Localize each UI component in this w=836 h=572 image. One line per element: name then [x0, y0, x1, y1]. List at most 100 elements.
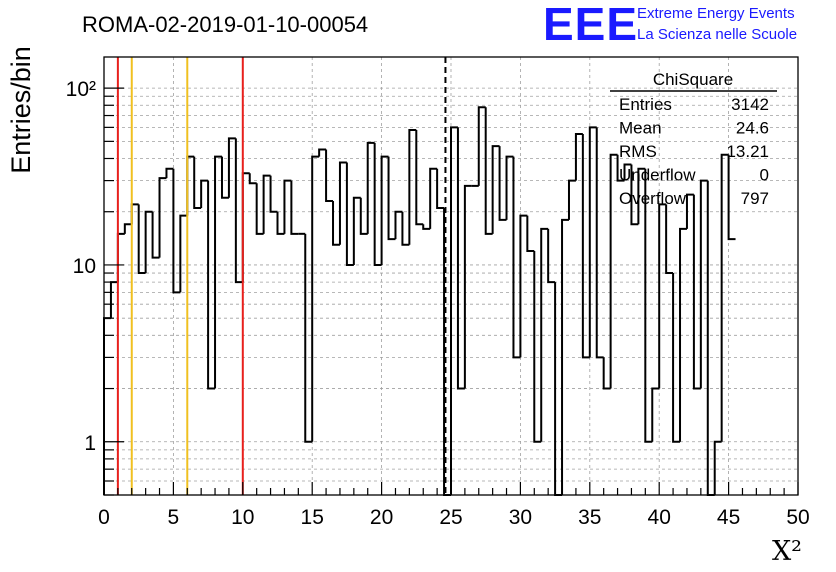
histogram-bin [311, 155, 320, 442]
histogram-bin [158, 177, 167, 258]
histogram-bin [380, 155, 389, 265]
stats-value: 13.21 [726, 142, 769, 161]
histogram-bin [519, 214, 528, 358]
eee-logo: EEE Extreme Energy Events La Scienza nel… [543, 0, 797, 50]
histogram-bin [338, 161, 347, 245]
histogram-bin [144, 210, 153, 274]
histogram-bin [359, 197, 368, 235]
histogram-bin [165, 167, 174, 179]
histogram-bin [567, 179, 576, 220]
x-tick-label: 5 [168, 506, 180, 529]
histogram-bin [602, 357, 611, 390]
logo-line-2: La Scienza nelle Scuole [637, 26, 797, 43]
histogram-bin [109, 281, 118, 319]
histogram-bin [450, 126, 458, 495]
histogram-bin [318, 148, 327, 157]
histogram-bin [436, 168, 445, 209]
histogram-bin [498, 146, 507, 221]
x-tick-label: 40 [648, 506, 671, 529]
histogram-bin [304, 233, 313, 443]
histogram-bin [561, 218, 569, 495]
histogram-bin [283, 179, 292, 234]
histogram-bin [248, 173, 257, 185]
histogram-bin [214, 155, 222, 389]
histogram-bin [130, 203, 139, 225]
histogram-bin [186, 155, 195, 216]
histogram-bin [484, 107, 493, 235]
histogram-bin [679, 227, 687, 442]
stats-label: Entries [619, 95, 672, 114]
histogram-bin [547, 228, 556, 284]
histogram-bin [387, 156, 396, 241]
histogram-bin [651, 387, 660, 442]
histogram-bin [200, 179, 209, 208]
histogram-bin [665, 204, 674, 275]
stats-label: Overflow [619, 189, 687, 208]
x-tick-label: 0 [98, 506, 110, 529]
histogram-bin [616, 154, 625, 182]
histogram-bin [463, 184, 472, 389]
histogram-bin [429, 167, 438, 229]
histogram-bin [540, 227, 549, 442]
histogram-bin [373, 142, 382, 266]
x-tick-label: 10 [231, 506, 254, 529]
histogram-bin [193, 156, 202, 209]
x-tick-label: 35 [578, 506, 601, 529]
marker-lines [116, 57, 447, 495]
x-axis-title: X² [772, 536, 802, 567]
histogram-bin [103, 317, 111, 495]
stats-box: ChiSquare Entries 3142 Mean 24.6 RMS 13.21 Und… [610, 70, 777, 208]
stats-value: 3142 [731, 95, 769, 114]
histogram-bin [526, 215, 535, 252]
histogram-bin [137, 204, 146, 275]
histogram-bin [116, 232, 125, 283]
y-tick-label: 10 [73, 255, 96, 278]
histogram-bin [713, 440, 722, 495]
histogram-bin [422, 224, 431, 230]
histogram-bin [207, 180, 216, 390]
histogram-bin [512, 156, 521, 359]
histogram-bin [588, 126, 597, 358]
histogram-bin [456, 127, 465, 390]
histogram-bin [477, 106, 486, 186]
y-axis-title: Entries/bin [6, 46, 36, 174]
histogram-bin [609, 153, 618, 389]
y-tick-label: 10² [66, 78, 96, 101]
x-tick-label: 30 [509, 506, 532, 529]
logo-letters: EEE [543, 0, 638, 50]
y-tick-label: 1 [84, 432, 96, 455]
histogram-bin [290, 180, 299, 235]
histogram-bin [685, 193, 694, 229]
histogram-bin [332, 200, 340, 246]
histogram-bin [623, 163, 632, 181]
histogram-bin [644, 168, 653, 443]
histogram-bin [595, 127, 604, 359]
stats-label: Underflow [619, 166, 696, 185]
histogram-bin [220, 156, 229, 199]
histogram-bin [699, 179, 708, 389]
histogram-bin [241, 172, 250, 283]
histogram-bin [491, 145, 500, 234]
histogram-bin [533, 250, 542, 443]
histogram-bin [505, 155, 514, 220]
x-tick-label: 25 [439, 506, 462, 529]
x-tick-label: 45 [717, 506, 740, 529]
histogram-bin [415, 129, 424, 226]
histogram-bin [151, 211, 160, 259]
histogram-bin [255, 183, 264, 235]
histogram-bin [269, 175, 278, 213]
stats-label: Mean [619, 119, 662, 138]
histogram-bin [179, 214, 188, 293]
histogram-bin [366, 141, 375, 234]
stats-name: ChiSquare [653, 70, 733, 89]
y-tick-labels: 1 10 10² [66, 78, 96, 455]
histogram-bin [581, 134, 590, 359]
histogram-bin [234, 138, 243, 284]
histogram-bin [262, 174, 271, 234]
histogram-bin [123, 223, 132, 234]
x-tick-label: 20 [370, 506, 393, 529]
histogram-bin [720, 153, 729, 442]
histogram-bin [574, 133, 583, 181]
histogram-bin [706, 180, 715, 496]
histogram-bin [401, 211, 410, 246]
